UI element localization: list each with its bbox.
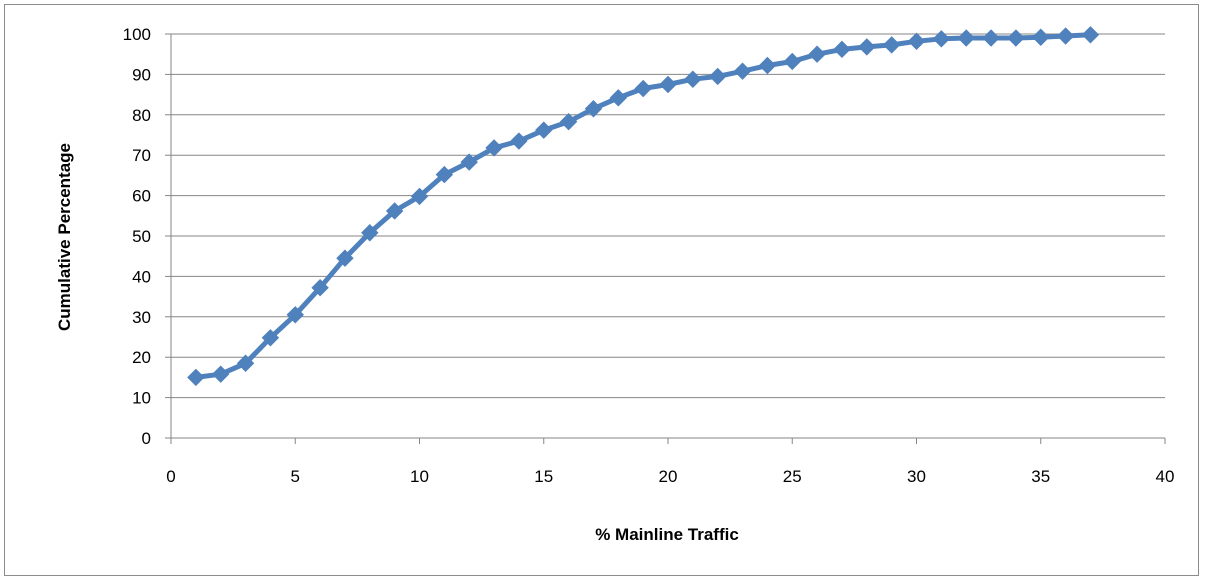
y-tick-label: 60 [132,187,151,206]
y-tick-label: 90 [132,65,151,84]
data-point-marker [932,30,951,48]
x-tick-label: 5 [291,467,300,486]
data-point-marker [385,202,404,220]
data-point-marker [435,165,454,184]
data-point-marker [982,29,1000,47]
data-point-marker [634,79,652,98]
y-tick-label: 80 [132,106,151,125]
x-tick-label: 10 [410,467,429,486]
data-point-marker [833,40,851,59]
data-point-marker [211,365,230,383]
data-point-marker [758,56,777,75]
data-point-marker [361,224,379,242]
data-point-marker [783,52,801,71]
data-point-marker [510,132,528,150]
x-axis-title: % Mainline Traffic [595,525,739,544]
data-point-marker [609,89,628,107]
data-point-marker [684,70,702,88]
data-point-marker [1056,27,1075,45]
data-point-marker [1032,28,1050,46]
data-point-marker [460,153,478,171]
data-point-marker [535,121,553,139]
data-point-marker [410,187,429,206]
data-point-marker [336,249,354,267]
y-tick-label: 100 [123,25,151,44]
data-point-marker [659,75,677,94]
x-tick-label: 20 [659,467,678,486]
y-axis-title: Cumulative Percentage [55,143,74,331]
y-tick-label: 0 [142,429,151,448]
data-point-marker [187,368,205,387]
data-point-marker [907,32,926,50]
y-tick-label: 50 [132,227,151,246]
series [187,26,1100,387]
data-point-marker [485,139,503,157]
x-tick-label: 30 [907,467,926,486]
x-tick-label: 40 [1156,467,1175,486]
data-point-marker [236,354,255,372]
data-point-marker [559,112,578,131]
data-point-marker [311,279,329,297]
x-tick-label: 15 [534,467,553,486]
data-point-marker [808,45,826,63]
data-point-marker [286,306,304,324]
x-tick-label: 25 [783,467,802,486]
data-point-marker [708,67,727,86]
axes [165,33,1166,444]
y-tick-label: 10 [132,389,151,408]
y-tick-label: 40 [132,267,151,286]
data-point-marker [957,29,975,47]
x-tick-label: 35 [1031,467,1050,486]
x-tick-label: 0 [166,467,175,486]
y-tick-label: 20 [132,348,151,367]
gridlines [171,33,1165,399]
tick-labels: 0 10 20 30 40 50 60 70 80 90 100 0 5 10 15 20 25 30 35 40 [123,25,1175,486]
data-point-marker [261,329,280,347]
y-tick-label: 70 [132,146,151,165]
data-point-marker [882,36,901,54]
y-tick-label: 30 [132,308,151,327]
data-point-marker [1081,26,1100,44]
data-point-marker [584,100,603,118]
chart-frame [4,4,1199,576]
data-point-marker [1007,29,1025,47]
data-point-marker [733,62,752,80]
data-point-marker [858,38,876,56]
